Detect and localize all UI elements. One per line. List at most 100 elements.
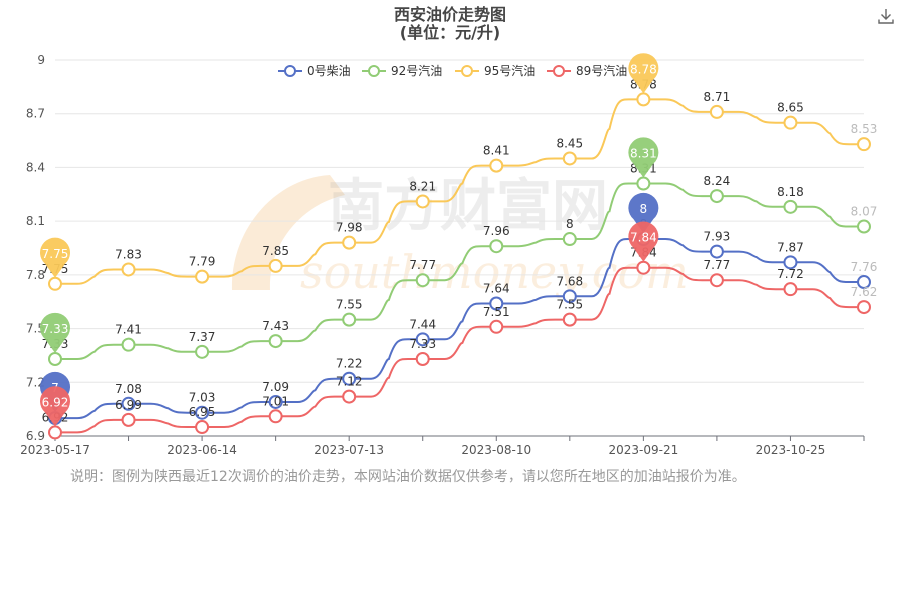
data-point xyxy=(415,352,430,367)
data-point xyxy=(783,255,798,270)
data-point xyxy=(121,396,136,411)
download-icon[interactable] xyxy=(876,6,896,26)
data-label: 7.76 xyxy=(851,260,878,274)
x-tick-label: 2023-07-13 xyxy=(314,443,384,457)
data-point xyxy=(415,273,430,288)
y-tick-label: 8.7 xyxy=(26,107,45,121)
data-label: 7.44 xyxy=(409,317,436,331)
data-label: 7.41 xyxy=(115,323,142,337)
data-label: 7.64 xyxy=(483,282,510,296)
legend-label: 89号汽油 xyxy=(576,63,627,78)
data-point xyxy=(489,319,504,334)
marker-label: 8.78 xyxy=(630,62,657,76)
data-point xyxy=(48,276,62,291)
y-tick-label: 8.1 xyxy=(26,214,45,228)
max-marker: 8 xyxy=(628,192,659,234)
data-label: 7.77 xyxy=(704,258,731,272)
series xyxy=(48,92,871,440)
series-4 xyxy=(48,260,871,440)
data-point xyxy=(489,296,504,311)
legend[interactable]: 0号柴油 92号汽油 95号汽油 89号汽油 xyxy=(278,63,627,78)
legend-label: 0号柴油 xyxy=(307,64,351,78)
legend-symbol xyxy=(284,65,296,77)
data-point xyxy=(636,92,651,107)
y-tick-label: 7.5 xyxy=(26,322,45,336)
data-point xyxy=(48,425,62,440)
y-tick-label: 7.8 xyxy=(26,268,45,282)
x-tick-label: 2023-09-21 xyxy=(608,443,678,457)
data-point xyxy=(195,269,210,284)
marker-pin xyxy=(628,221,659,262)
data-label: 6.95 xyxy=(189,405,216,419)
legend-item-4[interactable]: 89号汽油 xyxy=(547,63,627,78)
data-point xyxy=(342,389,357,404)
data-label: 7.79 xyxy=(189,255,216,269)
max-marker: 7.84 xyxy=(628,221,659,262)
data-point xyxy=(121,337,136,352)
chart-note: 说明：图例为陕西最近12次调价的油价走势，本网站油价数据仅供参考，请以您所在地区… xyxy=(70,469,746,485)
legend-item-1[interactable]: 0号柴油 xyxy=(278,64,351,78)
data-label: 8.53 xyxy=(851,122,878,136)
marker-label: 7.33 xyxy=(42,322,69,336)
data-label: 7.33 xyxy=(409,337,436,351)
data-label: 7.01 xyxy=(262,394,289,408)
data-label: 7.55 xyxy=(556,298,583,312)
min-marker: 7.75 xyxy=(40,237,70,278)
marker-pin xyxy=(628,53,659,94)
legend-item-3[interactable]: 95号汽油 xyxy=(455,63,535,78)
data-point xyxy=(562,312,577,327)
marker-pin xyxy=(628,137,659,178)
data-label: 8.07 xyxy=(851,205,878,219)
data-label: 7.85 xyxy=(262,244,289,258)
data-label: 7.87 xyxy=(777,240,804,254)
y-tick-label: 6.9 xyxy=(26,429,45,443)
y-tick-label: 8.4 xyxy=(26,160,45,174)
data-point xyxy=(415,194,430,209)
data-label: 7.77 xyxy=(409,258,436,272)
watermark-text: 南方财富网 xyxy=(328,174,608,239)
data-point xyxy=(709,189,724,204)
chart-subtitle: (单位：元/升) xyxy=(400,23,500,42)
series-line xyxy=(54,238,864,420)
min-marker: 7.33 xyxy=(40,312,70,354)
data-point xyxy=(709,104,724,119)
data-point xyxy=(709,244,724,259)
data-point xyxy=(195,405,210,420)
data-point xyxy=(121,262,136,277)
x-tick-label: 2023-10-25 xyxy=(756,443,826,457)
marker-pin xyxy=(40,312,70,354)
data-label: 7.08 xyxy=(115,382,142,396)
series-line xyxy=(54,182,864,361)
watermark: 南方财富网 southmoney.com xyxy=(231,174,689,299)
data-label: 7.22 xyxy=(336,357,363,371)
data-point xyxy=(562,151,577,166)
chart-title: 西安油价走势图 xyxy=(394,5,506,24)
legend-symbol xyxy=(368,65,380,77)
data-point xyxy=(342,235,357,250)
data-point xyxy=(195,420,210,435)
y-tick-label: 9 xyxy=(37,53,45,67)
legend-item-2[interactable]: 92号汽油 xyxy=(362,63,442,78)
data-point xyxy=(783,199,798,214)
markers: 787.338.317.758.786.927.84 xyxy=(40,53,659,427)
watermark-subtext: southmoney.com xyxy=(300,245,689,299)
min-marker: 6.92 xyxy=(40,386,70,427)
data-point xyxy=(342,312,357,327)
data-point xyxy=(857,300,871,315)
series-line xyxy=(54,98,864,285)
data-point xyxy=(709,273,724,288)
data-point xyxy=(489,239,504,254)
legend-label: 92号汽油 xyxy=(391,63,442,78)
data-label: 7.51 xyxy=(483,305,510,319)
data-label: 7.72 xyxy=(777,267,804,281)
data-label: 8.41 xyxy=(483,144,510,158)
data-point xyxy=(268,334,283,349)
marker-pin xyxy=(40,386,70,427)
legend-symbol xyxy=(461,65,473,77)
grid xyxy=(55,59,864,383)
max-marker: 8.78 xyxy=(628,53,659,94)
legend-label: 95号汽油 xyxy=(484,63,535,78)
series-2 xyxy=(48,176,871,367)
data-point xyxy=(783,115,798,130)
data-point xyxy=(268,394,283,409)
